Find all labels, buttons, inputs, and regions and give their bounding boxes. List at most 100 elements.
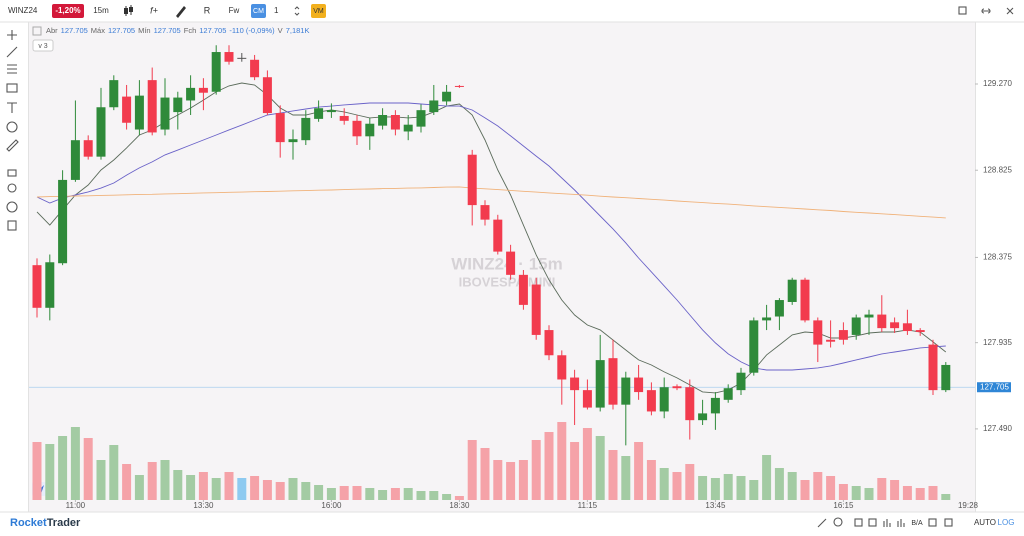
pen-icon[interactable] [817,518,827,528]
count[interactable]: 1 [274,6,279,15]
volume-bar [442,494,452,500]
volume-bar [928,486,938,500]
info-label: Abr [46,26,58,35]
candle-body [390,115,400,130]
last-price-box [977,382,1011,393]
candle-body [749,320,759,373]
volume-bar [531,440,541,500]
info-label: Mín [138,26,151,35]
candle-body [32,265,42,308]
ruler-tool[interactable] [6,139,19,152]
candle-body [941,364,951,391]
tool-icon[interactable] [868,518,877,527]
volume-bar [800,480,810,500]
bars-icon[interactable] [883,519,891,527]
logo-b: Trader [47,517,81,529]
candle-icon[interactable] [124,5,133,16]
studies-box[interactable] [32,39,54,52]
footer-tools [817,517,953,528]
candle-body [250,59,260,78]
volume-bar [58,436,68,500]
candle-body [147,80,157,133]
candle-body [762,317,772,321]
volume-bar [557,422,567,500]
info-change: -110 (-0,09%) [229,26,275,35]
change-badge-text: -1,20% [55,6,80,15]
candle-body [288,139,298,143]
volume-bar [326,488,336,500]
volume-bar [659,468,669,500]
time-marker: 19:28 [958,501,979,510]
trash-tool[interactable] [7,220,17,231]
volume-bar [198,472,208,500]
info-line: Abr 127.705 Máx 127.705 Mín 127.705 Fch 127.705… [46,26,309,35]
cm-button[interactable]: CM [253,8,264,15]
candle-body [608,358,618,405]
help-tool[interactable] [6,201,18,213]
volume-bar [467,440,477,500]
volume-bar [250,476,260,500]
volume-bar [83,438,93,500]
candle-body [365,123,375,137]
x-tick-label: 16:15 [833,501,854,510]
fit-icon[interactable] [854,518,863,527]
interval[interactable]: 15m [93,6,109,15]
candle-body [774,300,784,317]
candle-body [96,107,106,157]
studies-button[interactable]: v 3 [38,43,47,50]
left-toolbar [6,30,19,231]
magnet-tool[interactable] [7,183,17,193]
info-value: 127.705 [61,26,88,35]
vm-button[interactable]: VM [313,8,324,15]
volume-bar [480,448,490,500]
volume-bar [416,491,426,500]
ba-button[interactable]: B/A [911,520,923,527]
close-icon[interactable] [1006,7,1014,15]
fw-button[interactable]: Fw [229,6,240,15]
volume-bar [45,444,55,500]
volume-bar [262,480,272,500]
volume-icon[interactable] [897,519,905,527]
info-label: Máx [91,26,105,35]
candle-body [890,322,900,329]
logo: RocketTrader [10,517,81,529]
draw-icon[interactable] [176,6,186,18]
stepper[interactable] [294,6,300,16]
logo-a: Rocket [10,517,47,529]
volume-bar [211,478,221,500]
crosshair-tool[interactable] [7,30,17,40]
fib-tool[interactable] [7,64,17,74]
info-value: 127.705 [108,26,135,35]
log-button[interactable]: LOG [998,518,1015,527]
candle-body [416,110,426,127]
info-toggle[interactable] [32,26,42,36]
info-value: 127.705 [199,26,226,35]
symbol[interactable]: WINZ24 [8,6,38,15]
emoji-tool[interactable] [6,121,18,133]
zoom-icon[interactable] [833,517,843,527]
candle-body [800,279,810,321]
text-tool[interactable] [7,102,17,113]
x-tick-label: 11:15 [578,501,598,510]
volume-bar [314,485,324,500]
candle-body [710,397,720,414]
candle-body [723,388,733,400]
shape-tool[interactable] [6,83,18,93]
function-icon[interactable]: f+ [150,5,158,15]
x-tick-label: 13:30 [193,501,214,510]
replay-icon[interactable]: R [204,5,211,15]
screenshot-icon[interactable] [944,518,953,527]
lock-tool[interactable] [7,169,17,177]
maximize-icon[interactable] [958,6,967,15]
candle-body [160,97,170,130]
candle-body [45,262,55,308]
line-tool[interactable] [6,46,18,58]
y-tick-label: 128.825 [983,165,1012,174]
candle-body [211,52,221,92]
volume-bar [147,462,157,500]
link-icon[interactable] [981,8,991,14]
info-value: 127.705 [154,26,181,35]
auto-button[interactable]: AUTO [974,518,996,527]
volume-bar [109,445,119,500]
settings-icon[interactable] [928,518,937,527]
